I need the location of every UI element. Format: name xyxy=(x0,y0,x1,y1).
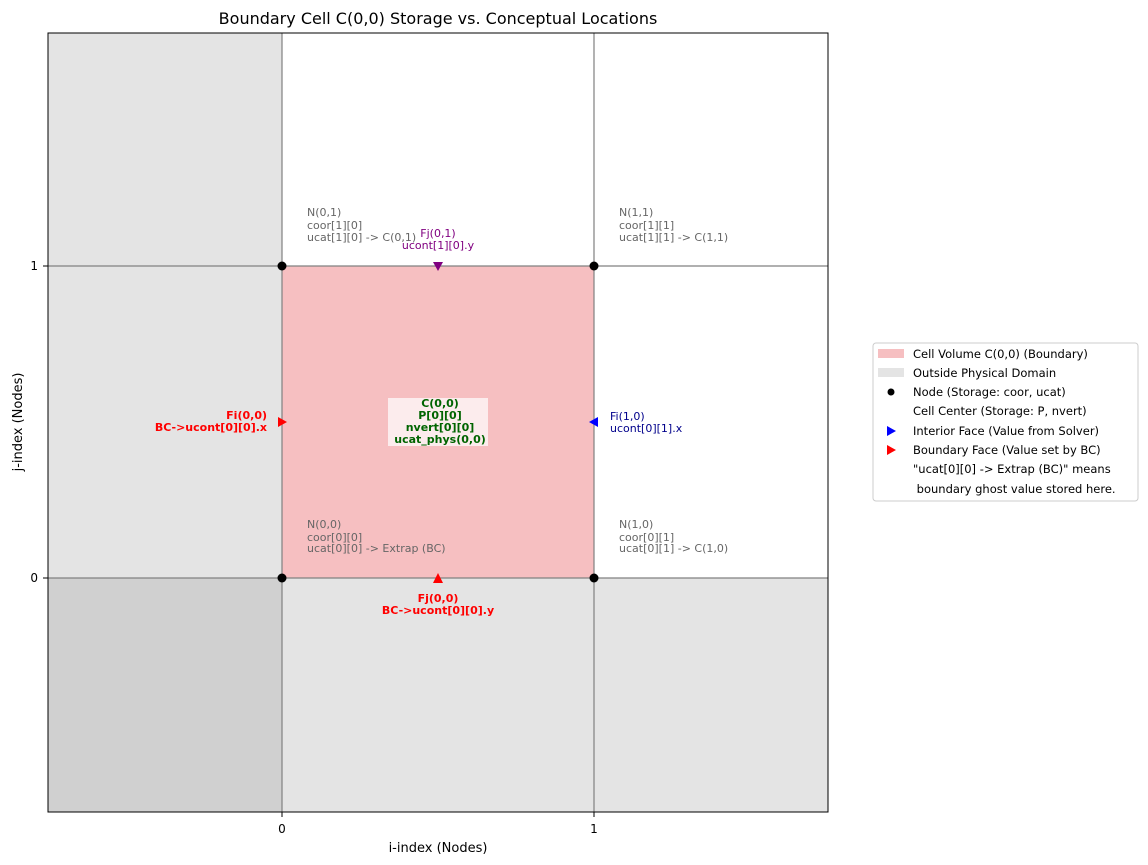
node-label-line: N(0,1) xyxy=(307,206,341,219)
plot-area: N(0,1) coor[1][0] ucat[1][0] -> C(0,1) N… xyxy=(47,32,829,813)
legend-label: Outside Physical Domain xyxy=(913,366,1056,380)
node-marker-10 xyxy=(589,573,599,583)
y-axis-label: j-index (Nodes) xyxy=(11,373,26,473)
legend-swatch-outside xyxy=(878,368,904,377)
face-label-line: Fj(0,1) xyxy=(420,227,455,240)
node-label-line: coor[0][0] xyxy=(307,531,362,544)
x-tick-label: 1 xyxy=(590,822,598,836)
face-label-line: ucont[1][0].y xyxy=(402,239,475,252)
face-label-line: BC->ucont[0][0].y xyxy=(382,604,494,617)
node-marker-11 xyxy=(589,261,599,271)
face-label-line: Fi(0,0) xyxy=(226,409,267,422)
legend-label: "ucat[0][0] -> Extrap (BC)" means xyxy=(913,462,1111,476)
region-left-outside xyxy=(48,33,282,578)
node-label-line: N(1,1) xyxy=(619,206,653,219)
node-label-line: ucat[1][0] -> C(0,1) xyxy=(307,231,416,244)
region-corner-outside xyxy=(48,578,282,812)
node-label-line: ucat[0][1] -> C(1,0) xyxy=(619,542,728,555)
face-label-fj00: Fj(0,0) BC->ucont[0][0].y xyxy=(382,592,494,617)
x-tick-label: 0 xyxy=(278,822,286,836)
legend-label: Boundary Face (Value set by BC) xyxy=(913,443,1101,457)
node-label-line: coor[1][0] xyxy=(307,219,362,232)
face-label-fj01: Fj(0,1) ucont[1][0].y xyxy=(402,227,475,252)
face-marker-fi10-triangle-left xyxy=(589,417,598,427)
face-label-line: BC->ucont[0][0].x xyxy=(155,421,267,434)
legend-swatch-cell-volume xyxy=(878,349,904,358)
center-label-line: nvert[0][0] xyxy=(406,421,475,434)
face-label-line: Fi(1,0) xyxy=(610,410,645,423)
x-axis-label: i-index (Nodes) xyxy=(389,841,488,856)
node-label-line: N(1,0) xyxy=(619,518,653,531)
legend-frame xyxy=(872,342,1139,502)
center-label-box xyxy=(388,398,488,446)
legend-label: boundary ghost value stored here. xyxy=(913,482,1116,496)
node-marker-00 xyxy=(277,573,287,583)
node-label-line: coor[0][1] xyxy=(619,531,674,544)
node-label-n10: N(1,0) coor[0][1] ucat[0][1] -> C(1,0) xyxy=(619,518,728,555)
y-tick-label: 0 xyxy=(30,571,38,585)
node-label-line: coor[1][1] xyxy=(619,219,674,232)
legend-swatch-node xyxy=(887,388,895,396)
face-label-fi10: Fi(1,0) ucont[0][1].x xyxy=(610,410,683,435)
node-label-line: N(0,0) xyxy=(307,518,341,531)
y-tick-label: 1 xyxy=(30,259,38,273)
node-marker-01 xyxy=(277,261,287,271)
y-axis: 0 1 j-index (Nodes) xyxy=(11,259,48,585)
legend: Cell Volume C(0,0) (Boundary) Outside Ph… xyxy=(872,342,1139,502)
face-marker-fj01-triangle-down xyxy=(433,262,443,271)
node-label-n11: N(1,1) coor[1][1] ucat[1][1] -> C(1,1) xyxy=(619,206,728,244)
legend-swatch-boundary-face xyxy=(887,445,896,455)
legend-label: Cell Volume C(0,0) (Boundary) xyxy=(913,347,1088,361)
legend-label: Node (Storage: coor, ucat) xyxy=(913,385,1066,399)
face-marker-fj00-triangle-up xyxy=(433,573,443,583)
node-label-line: ucat[0][0] -> Extrap (BC) xyxy=(307,542,446,555)
node-label-n01: N(0,1) coor[1][0] ucat[1][0] -> C(0,1) xyxy=(307,206,416,244)
node-label-n00: N(0,0) coor[0][0] ucat[0][0] -> Extrap (… xyxy=(307,518,446,555)
face-label-line: ucont[0][1].x xyxy=(610,422,683,435)
legend-label: Interior Face (Value from Solver) xyxy=(913,424,1099,438)
legend-label: Cell Center (Storage: P, nvert) xyxy=(913,404,1087,418)
region-bottom-outside xyxy=(282,578,828,812)
face-label-fi00: Fi(0,0) BC->ucont[0][0].x xyxy=(155,409,267,434)
face-label-line: Fj(0,0) xyxy=(418,592,459,605)
center-label-line: P[0][0] xyxy=(418,409,461,422)
face-marker-fi00-triangle-right xyxy=(278,417,287,427)
axes-frame xyxy=(47,32,829,813)
chart-title: Boundary Cell C(0,0) Storage vs. Concept… xyxy=(219,9,658,28)
x-axis: 0 1 i-index (Nodes) xyxy=(278,812,598,856)
center-label-line: C(0,0) xyxy=(421,397,459,410)
center-label-line: ucat_phys(0,0) xyxy=(394,433,486,446)
node-label-line: ucat[1][1] -> C(1,1) xyxy=(619,231,728,244)
center-label: C(0,0) P[0][0] nvert[0][0] ucat_phys(0,0… xyxy=(394,397,486,446)
legend-swatch-interior-face xyxy=(887,426,896,436)
